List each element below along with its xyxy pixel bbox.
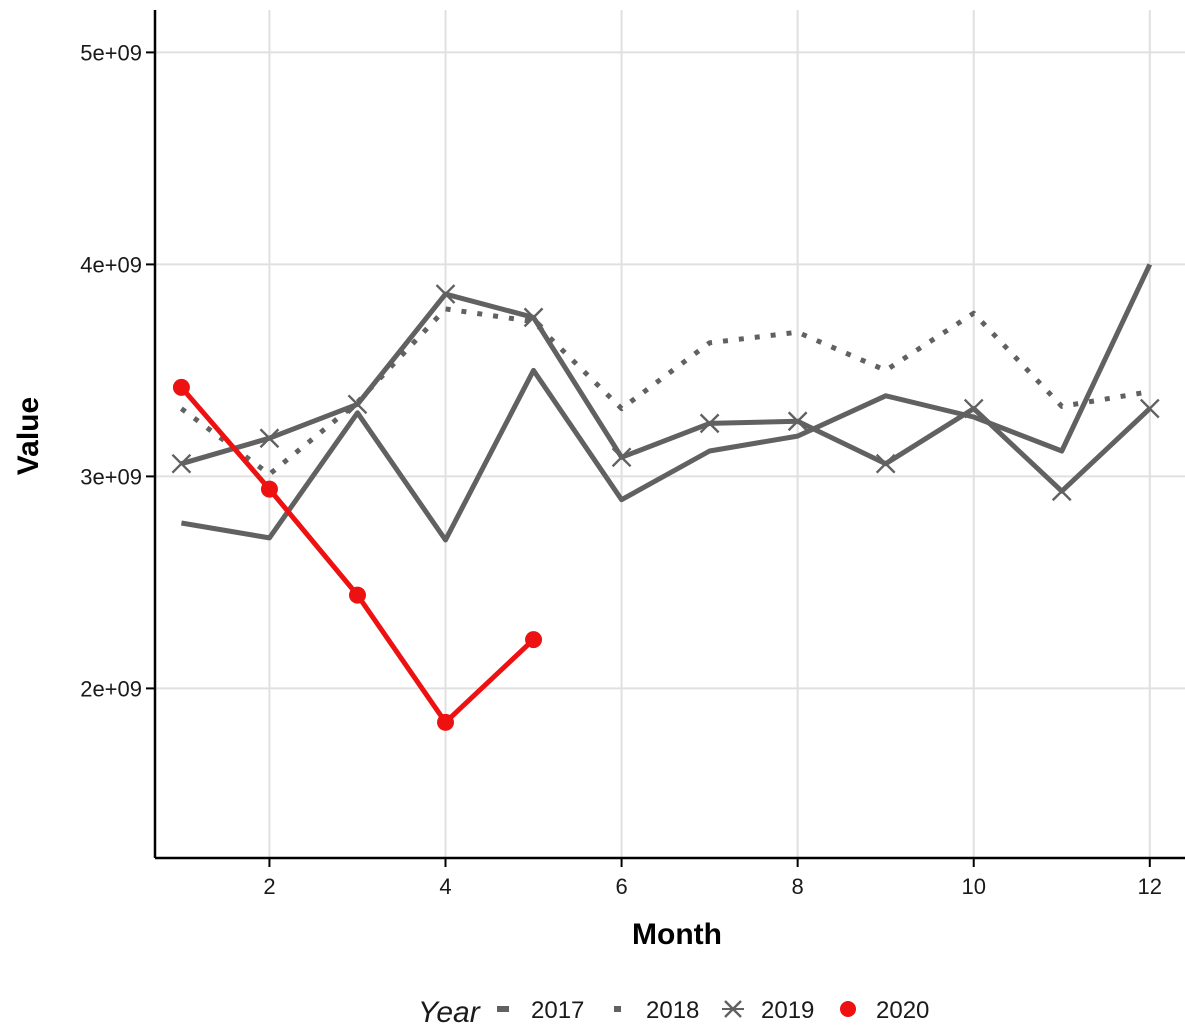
data-point-2020 bbox=[437, 713, 455, 731]
data-point-2019 bbox=[1051, 481, 1072, 502]
legend-key-2017 bbox=[497, 1006, 509, 1012]
x-axis-title: Month bbox=[632, 918, 722, 951]
data-point-2019 bbox=[435, 284, 456, 304]
data-point-legend-2019 bbox=[724, 1000, 742, 1018]
data-point-2020 bbox=[172, 378, 190, 396]
x-tick-label: 2 bbox=[263, 874, 275, 899]
legend-label-2020: 2020 bbox=[876, 997, 929, 1024]
series-line-2017 bbox=[180, 263, 1153, 543]
data-point-2019 bbox=[875, 453, 896, 474]
series-2017 bbox=[180, 263, 1153, 543]
series-line-2018 bbox=[179, 306, 1151, 477]
legend-key-2018 bbox=[614, 1006, 621, 1012]
data-point-2019 bbox=[699, 413, 720, 434]
data-point-2019 bbox=[611, 447, 632, 468]
x-tick-label: 4 bbox=[439, 874, 451, 899]
series-2018 bbox=[179, 306, 1151, 477]
series-line-2019 bbox=[180, 291, 1152, 494]
series-2019 bbox=[171, 284, 1160, 502]
legend-label-2018: 2018 bbox=[646, 997, 699, 1024]
x-tick-label: 8 bbox=[792, 874, 804, 899]
gridlines bbox=[155, 10, 1185, 858]
data-point-2020 bbox=[525, 631, 543, 649]
legend-key-2019 bbox=[722, 1000, 744, 1018]
data-point-2019 bbox=[523, 307, 544, 328]
y-tick-label: 5e+09 bbox=[80, 40, 142, 65]
y-tick-label: 2e+09 bbox=[80, 676, 142, 701]
legend-key-2020 bbox=[840, 1001, 856, 1017]
data-point-2019 bbox=[347, 394, 368, 415]
series-line-2020 bbox=[179, 385, 536, 725]
legend-label-2017: 2017 bbox=[531, 997, 584, 1024]
data-point-2019 bbox=[787, 411, 808, 432]
x-tick-label: 6 bbox=[615, 874, 627, 899]
data-point-2019 bbox=[171, 453, 192, 474]
data-point-2019 bbox=[1139, 398, 1160, 419]
y-tick-label: 4e+09 bbox=[80, 252, 142, 277]
y-axis-title: Value bbox=[12, 397, 45, 475]
y-tick-label: 3e+09 bbox=[80, 464, 142, 489]
series bbox=[171, 263, 1160, 731]
ticks: 2 4 6 8 10 12 2e+09 3e+09 4e+09 5e+09 bbox=[80, 40, 1162, 899]
data-point-2019 bbox=[259, 428, 280, 449]
x-tick-label: 12 bbox=[1138, 874, 1162, 899]
data-point-2019 bbox=[963, 398, 984, 419]
legend-title: Year bbox=[418, 996, 481, 1026]
data-point-2020 bbox=[260, 480, 278, 498]
x-tick-label: 10 bbox=[961, 874, 985, 899]
series-2020 bbox=[172, 378, 543, 731]
axes bbox=[153, 10, 1185, 860]
legend-label-2019: 2019 bbox=[761, 997, 814, 1024]
legend: Year 2017 2018 2019 2020 bbox=[418, 996, 929, 1026]
data-point-2020 bbox=[348, 586, 366, 604]
